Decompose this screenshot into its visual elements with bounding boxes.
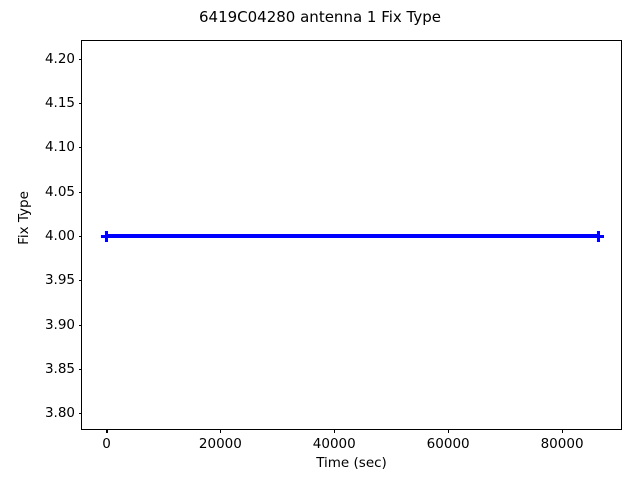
data-point-marker [100, 230, 112, 242]
y-tick-label: 3.90 [44, 316, 75, 333]
y-tick-mark [78, 324, 82, 326]
x-tick-label: 60000 [426, 436, 470, 452]
y-tick-label: 3.85 [44, 360, 75, 377]
y-tick-label: 4.05 [44, 183, 75, 200]
y-axis-label: Fix Type [16, 191, 32, 245]
y-tick-mark [78, 58, 82, 60]
data-layer [82, 41, 621, 429]
y-tick-mark [78, 368, 82, 371]
x-tick-label: 80000 [540, 436, 584, 452]
chart-title: 6419C04280 antenna 1 Fix Type [198, 8, 442, 26]
y-tick-mark [78, 191, 82, 193]
x-tick-mark [562, 429, 564, 433]
plus-marker-icon [597, 230, 600, 242]
plot-area: 3.80 3.85 3.90 3.95 4.00 4.05 4.10 4.15 4.20 0 20… [45, 40, 622, 452]
y-tick-mark [78, 280, 82, 282]
y-tick-label: 4.20 [44, 50, 75, 67]
y-tick-label: 4.00 [44, 228, 75, 244]
x-tick-mark [448, 429, 450, 433]
y-tick-label: 3.80 [44, 405, 75, 422]
y-tick-mark [78, 103, 82, 105]
y-tick-label: 3.95 [44, 272, 75, 289]
plus-marker-icon [104, 230, 108, 242]
x-tick-mark [334, 429, 336, 433]
y-tick-mark [78, 413, 82, 415]
y-tick-label: 4.10 [44, 139, 75, 156]
x-tick-label: 0 [102, 436, 111, 452]
y-tick-mark [78, 236, 82, 238]
x-tick-label: 40000 [312, 436, 356, 452]
x-tick-label: 20000 [198, 436, 242, 452]
x-tick-mark [220, 429, 222, 433]
x-tick-mark [106, 429, 108, 433]
y-tick-mark [78, 147, 82, 149]
data-point-marker [593, 230, 604, 242]
y-tick-label: 4.15 [44, 95, 75, 112]
series-line-segment [106, 234, 599, 238]
x-axis-label: Time (sec) [316, 455, 387, 471]
